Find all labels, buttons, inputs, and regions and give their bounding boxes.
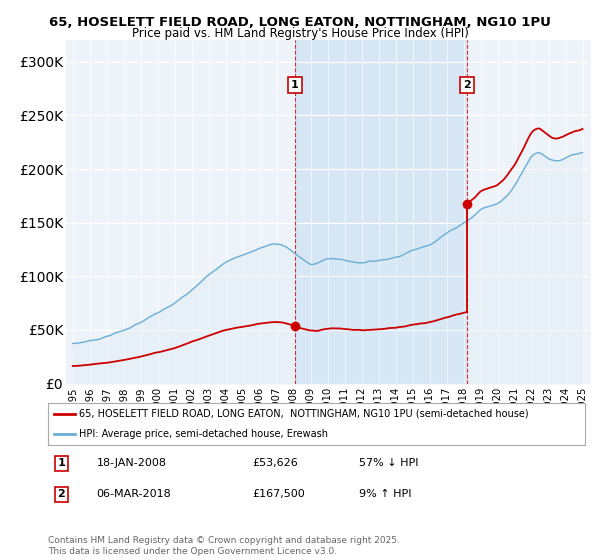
Text: 1: 1 bbox=[58, 459, 65, 469]
Text: £167,500: £167,500 bbox=[252, 489, 305, 500]
Text: Contains HM Land Registry data © Crown copyright and database right 2025.
This d: Contains HM Land Registry data © Crown c… bbox=[48, 536, 400, 556]
Bar bbox=[295, 40, 467, 384]
Text: £53,626: £53,626 bbox=[252, 459, 298, 469]
Text: Price paid vs. HM Land Registry's House Price Index (HPI): Price paid vs. HM Land Registry's House … bbox=[131, 27, 469, 40]
Text: 9% ↑ HPI: 9% ↑ HPI bbox=[359, 489, 412, 500]
Text: 57% ↓ HPI: 57% ↓ HPI bbox=[359, 459, 419, 469]
Text: 2: 2 bbox=[463, 81, 471, 90]
Text: 1: 1 bbox=[290, 81, 298, 90]
Text: 65, HOSELETT FIELD ROAD, LONG EATON, NOTTINGHAM, NG10 1PU: 65, HOSELETT FIELD ROAD, LONG EATON, NOT… bbox=[49, 16, 551, 29]
Text: 2: 2 bbox=[58, 489, 65, 500]
Text: 65, HOSELETT FIELD ROAD, LONG EATON,  NOTTINGHAM, NG10 1PU (semi-detached house): 65, HOSELETT FIELD ROAD, LONG EATON, NOT… bbox=[79, 409, 529, 419]
Text: 18-JAN-2008: 18-JAN-2008 bbox=[97, 459, 166, 469]
Text: HPI: Average price, semi-detached house, Erewash: HPI: Average price, semi-detached house,… bbox=[79, 429, 328, 439]
Text: 06-MAR-2018: 06-MAR-2018 bbox=[97, 489, 171, 500]
